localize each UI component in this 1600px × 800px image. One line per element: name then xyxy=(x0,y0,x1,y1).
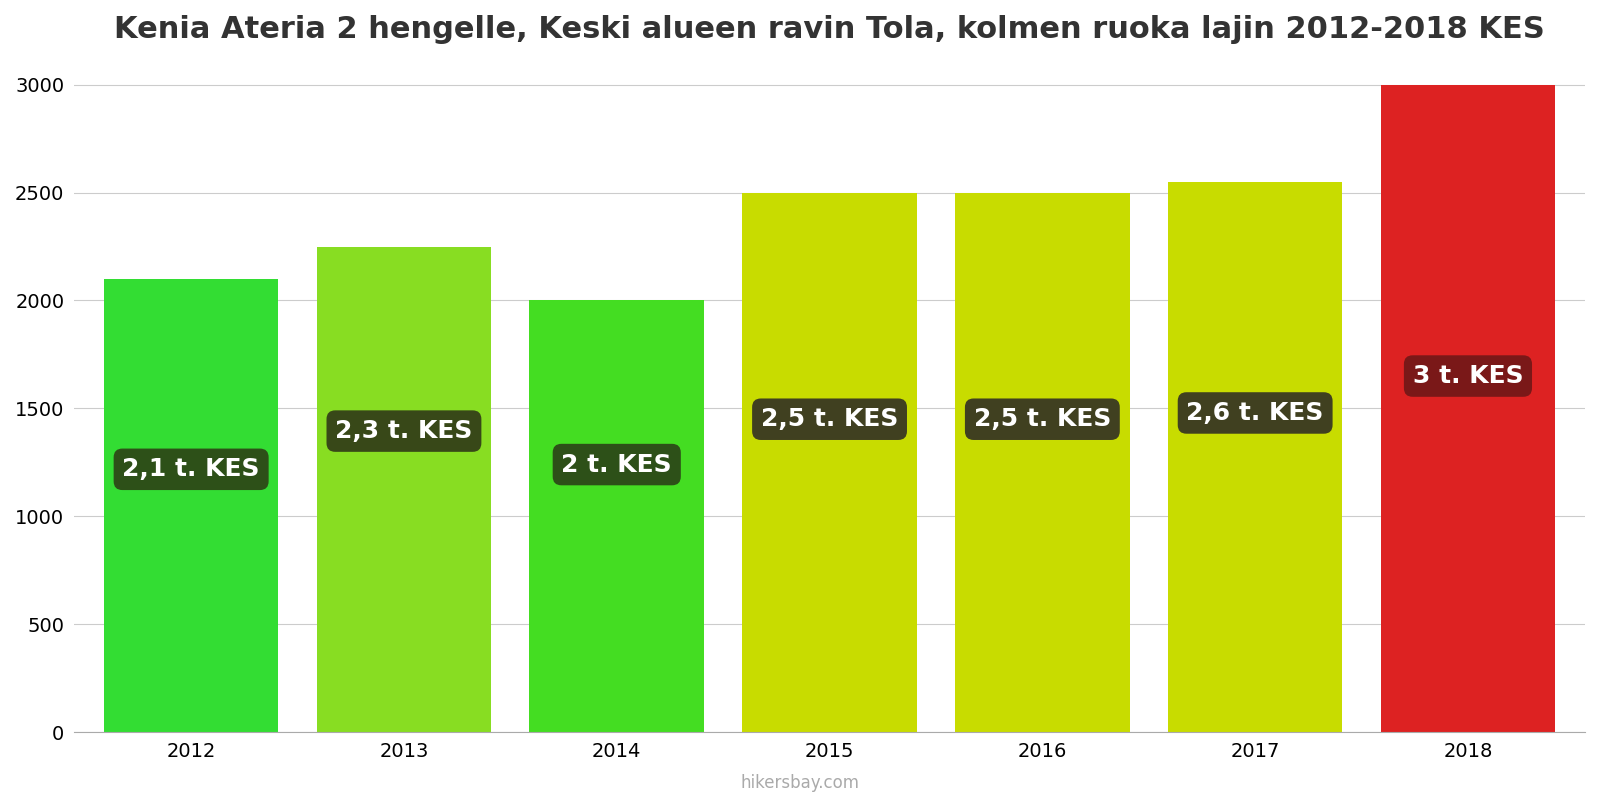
Bar xyxy=(1381,85,1555,732)
Title: Kenia Ateria 2 hengelle, Keski alueen ravin Tola, kolmen ruoka lajin 2012-2018 K: Kenia Ateria 2 hengelle, Keski alueen ra… xyxy=(114,15,1546,44)
Bar xyxy=(317,246,491,732)
Text: 2,5 t. KES: 2,5 t. KES xyxy=(762,407,898,431)
Text: hikersbay.com: hikersbay.com xyxy=(741,774,859,792)
Text: 3 t. KES: 3 t. KES xyxy=(1413,364,1523,388)
Bar xyxy=(742,193,917,732)
Bar xyxy=(104,279,278,732)
Text: 2,6 t. KES: 2,6 t. KES xyxy=(1187,401,1323,425)
Text: 2,1 t. KES: 2,1 t. KES xyxy=(122,458,259,482)
Text: 2 t. KES: 2 t. KES xyxy=(562,453,672,477)
Text: 2,5 t. KES: 2,5 t. KES xyxy=(974,407,1110,431)
Bar xyxy=(530,301,704,732)
Bar xyxy=(955,193,1130,732)
Bar xyxy=(1168,182,1342,732)
Text: 2,3 t. KES: 2,3 t. KES xyxy=(336,419,472,443)
